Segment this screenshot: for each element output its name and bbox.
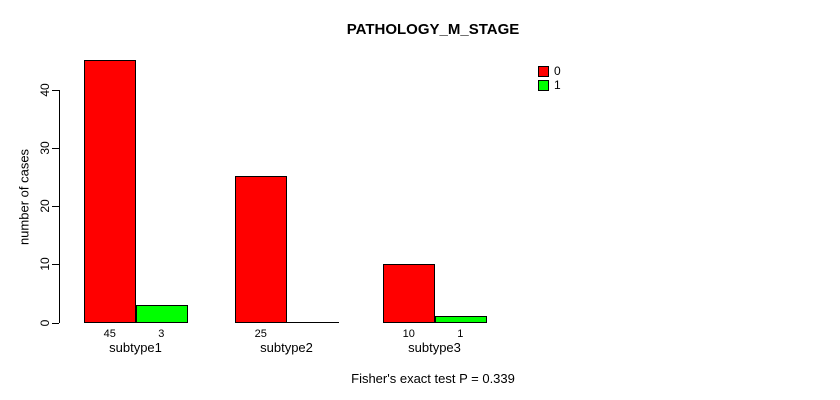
bar-value-label: 10 — [402, 328, 415, 340]
bar-value-label: 45 — [103, 328, 116, 340]
fisher-test-annotation: Fisher's exact test P = 0.339 — [351, 371, 515, 386]
legend-label: 1 — [554, 78, 561, 92]
bar — [435, 316, 487, 323]
y-tick — [52, 90, 59, 91]
bar-value-label: 3 — [158, 328, 165, 340]
legend-swatch — [538, 65, 549, 77]
bar — [136, 305, 188, 323]
bar — [383, 264, 435, 323]
y-axis-line — [59, 90, 60, 323]
bar — [84, 60, 136, 323]
bar-value-label: 25 — [254, 328, 267, 340]
legend-item: 1 — [538, 78, 561, 92]
y-tick-label: 40 — [38, 83, 52, 97]
legend-swatch — [538, 79, 549, 91]
category-label: subtype1 — [109, 340, 162, 355]
y-tick-label: 30 — [38, 141, 52, 155]
bar — [235, 176, 287, 323]
category-label: subtype2 — [260, 340, 313, 355]
y-tick-label: 0 — [38, 319, 52, 327]
chart-title: PATHOLOGY_M_STAGE — [346, 21, 520, 38]
bar-value-label: 1 — [457, 328, 464, 340]
legend-label: 0 — [554, 64, 561, 78]
y-tick-label: 20 — [38, 199, 52, 213]
bar-zero-height — [287, 322, 339, 323]
y-tick-label: 10 — [38, 257, 52, 271]
y-axis-label: number of cases — [16, 148, 32, 246]
y-tick — [52, 323, 59, 324]
legend-item: 0 — [538, 64, 561, 78]
y-tick — [52, 148, 59, 149]
category-label: subtype3 — [408, 340, 461, 355]
y-tick — [52, 206, 59, 207]
y-tick — [52, 264, 59, 265]
